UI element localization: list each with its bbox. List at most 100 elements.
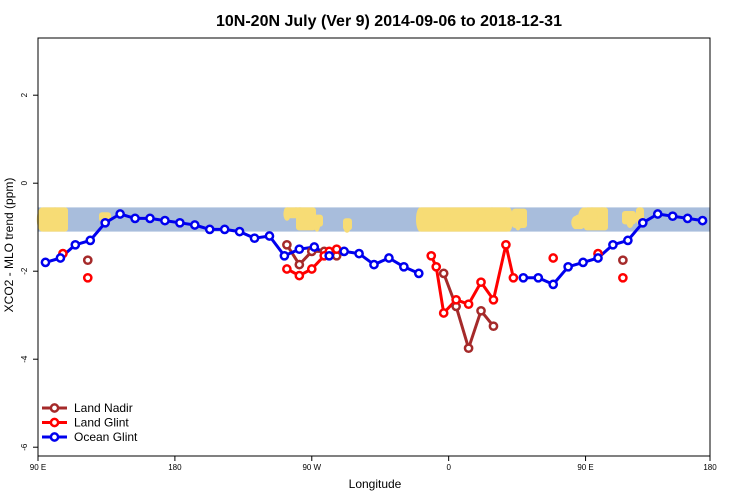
ocean-glint-point: [518, 272, 529, 283]
ocean-glint-point: [309, 242, 320, 252]
land-detail: [578, 207, 590, 228]
y-tick-label: -4: [20, 355, 29, 363]
land-detail: [313, 217, 321, 232]
x-axis: 90 E 180 90 W 0 90 E 180: [30, 455, 717, 472]
land-detail: [514, 213, 522, 231]
ocean-glint-point: [40, 257, 51, 268]
ocean-glint-point: [623, 235, 633, 246]
land-nadir-point: [476, 305, 486, 316]
ocean-glint-point: [234, 226, 245, 237]
chart-title: 10N-20N July (Ver 9) 2014-09-06 to 2018-…: [216, 13, 562, 30]
land-nadir-legend-marker: [49, 403, 60, 413]
ocean-glint-point: [145, 213, 155, 224]
x-axis-label: Longitude: [349, 477, 402, 491]
ocean-glint-point: [399, 261, 409, 272]
ocean-glint-legend-marker: [49, 432, 60, 442]
y-axis: 2 0 -2 -4 -6: [20, 38, 39, 456]
land-detail: [343, 220, 351, 233]
land-nadir-point: [463, 343, 474, 354]
ocean-glint-point: [608, 239, 618, 250]
ocean-glint-point: [652, 209, 663, 219]
ocean-glint-point: [55, 253, 66, 263]
land-glint-point: [331, 244, 342, 255]
ocean-glint-point: [413, 268, 424, 279]
land-detail: [478, 207, 486, 228]
x-tick-label: 90 E: [30, 463, 46, 472]
land-glint-point: [306, 264, 317, 274]
land-detail: [416, 207, 424, 232]
land-glint-point: [426, 250, 437, 261]
x-tick-label: 180: [168, 463, 182, 472]
land-glint-point: [548, 253, 559, 263]
ocean-glint-point: [204, 224, 215, 235]
land-detail: [487, 207, 497, 221]
ocean-glint-point: [354, 248, 364, 259]
land-detail: [626, 214, 634, 228]
ocean-glint-point: [682, 213, 693, 224]
land-glint-point: [508, 272, 519, 283]
ocean-glint-point: [563, 261, 573, 272]
ocean-glint-point: [264, 231, 275, 241]
x-tick-label: 90 E: [577, 463, 593, 472]
land-detail: [597, 207, 607, 225]
land-glint-legend-marker: [49, 417, 60, 428]
land-nadir-point: [618, 255, 628, 266]
land-detail: [283, 207, 291, 221]
ocean-glint-point: [637, 217, 648, 228]
land-nadir-line-segment: [442, 272, 495, 350]
ocean-glint-point: [593, 253, 603, 263]
ocean-glint-point: [175, 217, 185, 228]
ocean-glint-point: [70, 239, 81, 250]
ocean-glint-point: [85, 235, 96, 246]
land-glint-legend-label: Land Glint: [74, 416, 129, 430]
land-glint-point: [282, 264, 292, 274]
ocean-glint-point: [219, 224, 230, 235]
ocean-glint-point: [324, 250, 335, 261]
ocean-glint-point: [384, 253, 394, 263]
land-glint-point: [488, 294, 499, 305]
plot-area: [36, 37, 711, 457]
ocean-glint-point: [160, 215, 170, 226]
ocean-glint-point: [130, 213, 140, 224]
ocean-glint-point: [667, 211, 678, 222]
ocean-glint-point: [578, 257, 588, 268]
series-markers: [40, 209, 708, 354]
land-detail: [290, 207, 302, 215]
land-nadir-point: [82, 255, 93, 266]
ocean-glint-point: [548, 279, 559, 290]
land-detail: [443, 207, 451, 232]
ocean-glint-point: [339, 246, 349, 257]
land-glint-point: [618, 272, 628, 283]
land-glint-point: [476, 277, 486, 288]
land-mass: [418, 207, 510, 232]
land-glint-point: [501, 239, 511, 250]
land-detail: [60, 209, 68, 222]
land-nadir-point: [488, 321, 499, 332]
land-detail: [298, 209, 306, 225]
y-tick-label: -6: [20, 443, 29, 451]
land-detail: [505, 207, 513, 232]
ocean-glint-point: [100, 217, 111, 228]
land-nadir-point: [294, 259, 305, 270]
ocean-glint-point: [697, 215, 708, 226]
land-nadir-point: [282, 239, 292, 250]
ocean-glint-point: [115, 209, 125, 219]
land-detail: [586, 207, 598, 224]
land-glint-point: [438, 308, 449, 318]
ocean-glint-point: [533, 272, 544, 283]
ocean-glint-point: [249, 233, 260, 244]
x-tick-label: 180: [703, 463, 717, 472]
land-nadir-point: [438, 268, 449, 279]
land-glint-point: [294, 270, 305, 281]
land-glint-point: [431, 261, 442, 272]
x-tick-label: 0: [446, 463, 451, 472]
ocean-glint-legend-label: Ocean Glint: [74, 430, 138, 444]
y-axis-label: XCO2 - MLO trend (ppm): [2, 178, 16, 313]
y-tick-label: -2: [20, 267, 29, 275]
ocean-glint-point: [369, 259, 379, 270]
series-lines: [45, 212, 703, 350]
land-nadir-legend-label: Land Nadir: [74, 401, 133, 415]
land-band: [36, 207, 710, 233]
